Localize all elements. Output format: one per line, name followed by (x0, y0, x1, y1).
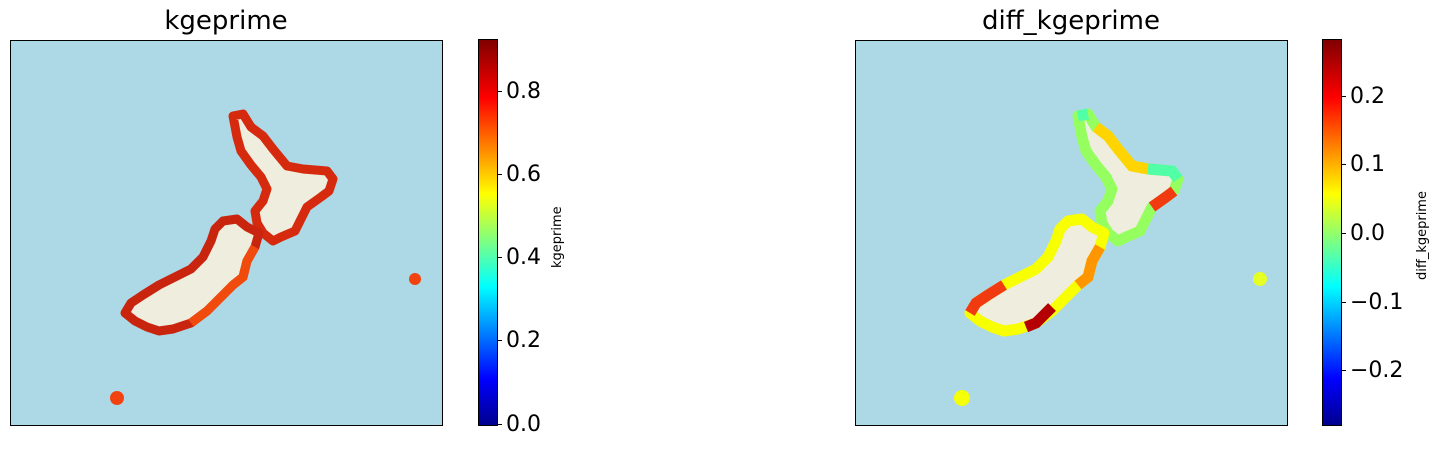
right-north-island (1072, 108, 1184, 247)
right-tick-0: −0.2 (1350, 358, 1404, 383)
right-map-svg (954, 108, 1267, 406)
right-south-island (964, 213, 1110, 337)
left-north-island (228, 109, 338, 246)
right-chatham-islands (1253, 272, 1267, 286)
right-colorbar (1322, 39, 1342, 426)
left-chatham-islands (409, 273, 421, 285)
left-tick-0: 0.0 (506, 412, 541, 437)
left-map[interactable] (10, 40, 443, 426)
left-south-island (120, 214, 264, 336)
left-tick-1: 0.2 (506, 328, 541, 353)
right-colorbar-label: diff_kgeprime (1415, 191, 1430, 280)
right-map-title: diff_kgeprime (982, 6, 1160, 36)
left-map-title: kgeprime (164, 6, 288, 36)
right-tick-2: 0.0 (1350, 221, 1385, 246)
right-tick-3: 0.1 (1350, 152, 1385, 177)
right-map[interactable] (855, 40, 1288, 426)
left-tick-3: 0.6 (506, 162, 541, 187)
left-colorbar (478, 39, 498, 426)
right-stewart-island (954, 390, 970, 406)
left-stewart-island (110, 391, 124, 405)
right-tick-4: 0.2 (1350, 84, 1385, 109)
right-tick-1: −0.1 (1350, 290, 1404, 315)
left-tick-4: 0.8 (506, 79, 541, 104)
left-colorbar-label: kgeprime (550, 206, 565, 268)
left-map-svg (110, 109, 421, 405)
left-tick-2: 0.4 (506, 245, 541, 270)
